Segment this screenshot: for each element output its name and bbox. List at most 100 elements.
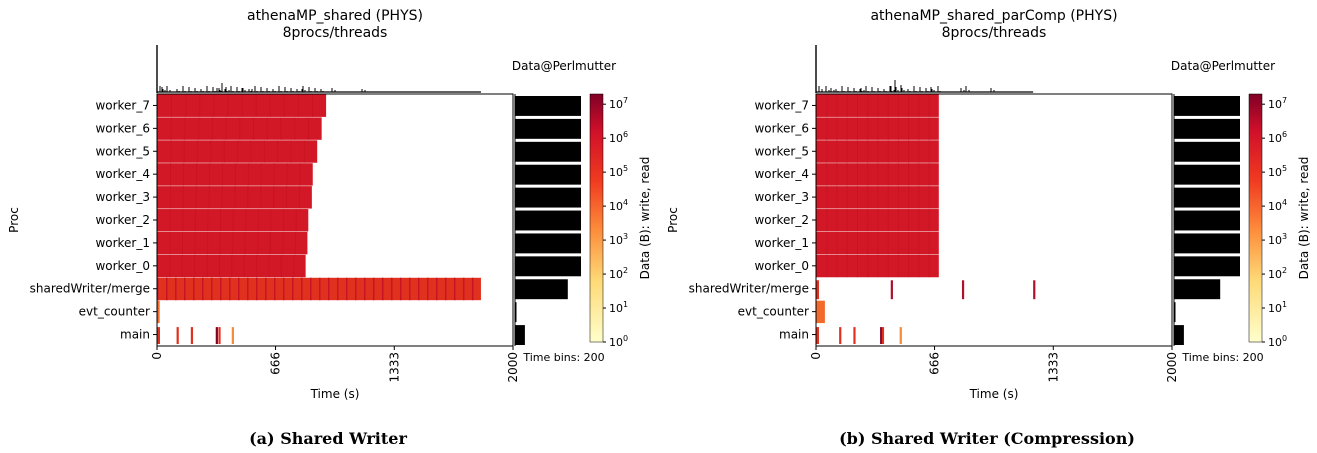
heatmap-event-main <box>218 327 221 344</box>
heatmap-cell-stripe <box>887 231 889 255</box>
colorbar-label: Data (B): write, read <box>1297 157 1311 280</box>
side-bar-main <box>1174 325 1184 345</box>
chart-subtitle: 8procs/threads <box>283 25 388 41</box>
figure-caption: (a) Shared Writer <box>249 429 407 448</box>
heatmap-cell-stripe <box>250 140 252 163</box>
side-bar-label: Data@Perlmutter <box>1171 59 1275 73</box>
heatmap-cell-stripe <box>223 140 225 163</box>
heatmap-cell-stripe <box>273 163 275 186</box>
heatmap-cell-stripe <box>826 209 828 232</box>
colorbar-tick-label: 107 <box>609 96 628 111</box>
side-bar-worker_6 <box>1174 118 1240 139</box>
colorbar-tick-label: 105 <box>609 164 628 179</box>
x-tick-label: 1333 <box>1046 352 1060 383</box>
heatmap-cell-stripe <box>908 231 910 255</box>
heatmap-cell-stripe <box>826 140 828 163</box>
heatmap-cell-stripe <box>174 277 177 301</box>
heatmap-cell-stripe <box>887 163 889 186</box>
heatmap-event-main <box>231 327 234 344</box>
heatmap-cell-stripe <box>194 231 196 255</box>
side-bar-worker_7 <box>515 96 581 116</box>
heatmap-cell-stripe <box>846 254 848 278</box>
y-tick-label: worker_6 <box>754 121 809 135</box>
heatmap-cell-stripe <box>182 163 184 186</box>
heatmap-cell-stripe <box>390 277 393 301</box>
heatmap-cell-stripe <box>157 277 159 301</box>
heatmap-cell-sharedWriter/merge <box>157 277 481 301</box>
heatmap-cell-stripe <box>908 140 910 163</box>
heatmap-cell-stripe <box>826 94 828 117</box>
heatmap-cell-stripe <box>897 140 899 163</box>
heatmap-cell-stripe <box>363 277 366 301</box>
heatmap-event-sharedWriter/merge <box>1033 280 1036 300</box>
heatmap-cell-stripe <box>908 117 910 140</box>
heatmap-cell-sharedWriter/merge <box>816 280 819 300</box>
y-tick-label: worker_1 <box>95 236 150 250</box>
heatmap-cell-stripe <box>241 94 243 117</box>
side-bar-worker_3 <box>1174 187 1240 208</box>
heatmap-event-main <box>190 327 194 344</box>
colorbar-tick-label: 102 <box>1268 266 1287 281</box>
heatmap-cell-stripe <box>354 277 357 301</box>
heatmap-cell-stripe <box>270 209 272 232</box>
heatmap-cell-stripe <box>213 94 215 117</box>
heatmap-cell-stripe <box>867 231 869 255</box>
heatmap-event-main <box>853 327 856 344</box>
heatmap-cell-stripe <box>444 277 447 301</box>
heatmap-cell-stripe <box>255 94 257 117</box>
heatmap-cell-stripe <box>846 94 848 117</box>
heatmap-event-sharedWriter/merge <box>961 280 965 300</box>
heatmap-cell-stripe <box>228 277 231 301</box>
colorbar-tick-label: 100 <box>1268 334 1287 349</box>
heatmap-cell-stripe <box>280 254 282 278</box>
heatmap-cell-stripe <box>286 163 288 186</box>
heatmap-cell-stripe <box>283 209 285 232</box>
heatmap-cell-stripe <box>182 209 184 232</box>
heatmap-cell-stripe <box>273 277 276 301</box>
heatmap-cell-stripe <box>299 163 301 186</box>
side-bar-evt_counter <box>515 302 517 323</box>
side-bar-worker_5 <box>515 141 581 162</box>
heatmap-event-main <box>899 327 902 344</box>
heatmap-cell-stripe <box>227 94 229 117</box>
heatmap-cell-stripe <box>255 277 258 301</box>
heatmap-cell-stripe <box>239 117 241 140</box>
y-tick-label: worker_4 <box>754 167 809 181</box>
heatmap-cell-stripe <box>408 277 411 301</box>
heatmap-cell-stripe <box>181 254 183 278</box>
heatmap-cell-stripe <box>836 231 838 255</box>
heatmap-cell-stripe <box>185 94 187 117</box>
heatmap-cell-stripe <box>846 163 848 186</box>
y-tick-label: sharedWriter/merge <box>689 282 809 296</box>
heatmap-cell-stripe <box>182 186 184 209</box>
heatmap-cell-stripe <box>266 117 268 140</box>
side-bar-worker_3 <box>515 187 581 208</box>
heatmap-cell-stripe <box>372 277 375 301</box>
heatmap-cell-stripe <box>887 254 889 278</box>
heatmap-cell-stripe <box>435 277 438 301</box>
heatmap-cell-stripe <box>471 277 474 301</box>
heatmap-cell-stripe <box>208 163 210 186</box>
heatmap-cell-stripe <box>846 140 848 163</box>
side-bar-worker_0 <box>1174 256 1240 277</box>
heatmap-cell-stripe <box>897 209 899 232</box>
heatmap-cell-stripe <box>836 209 838 232</box>
side-bar-worker_4 <box>1174 164 1240 185</box>
heatmap-cell-stripe <box>918 94 920 117</box>
y-tick-label: worker_3 <box>754 190 809 204</box>
y-tick-label: worker_0 <box>95 259 150 273</box>
colorbar <box>590 94 603 342</box>
y-axis-label: Proc <box>7 207 21 233</box>
heatmap-cell-stripe <box>826 163 828 186</box>
chart-subtitle: 8procs/threads <box>942 25 1047 41</box>
heatmap-event-main <box>881 327 885 344</box>
heatmap-cell-stripe <box>928 140 930 163</box>
heatmap-cell-stripe <box>169 163 171 186</box>
heatmap-cell-stripe <box>877 186 879 209</box>
heatmap-cell-stripe <box>897 117 899 140</box>
heatmap-cell-stripe <box>846 117 848 140</box>
heatmap-cell-stripe <box>194 254 196 278</box>
heatmap-cell-stripe <box>918 254 920 278</box>
colorbar-label: Data (B): write, read <box>638 157 652 280</box>
heatmap-cell-stripe <box>234 163 236 186</box>
